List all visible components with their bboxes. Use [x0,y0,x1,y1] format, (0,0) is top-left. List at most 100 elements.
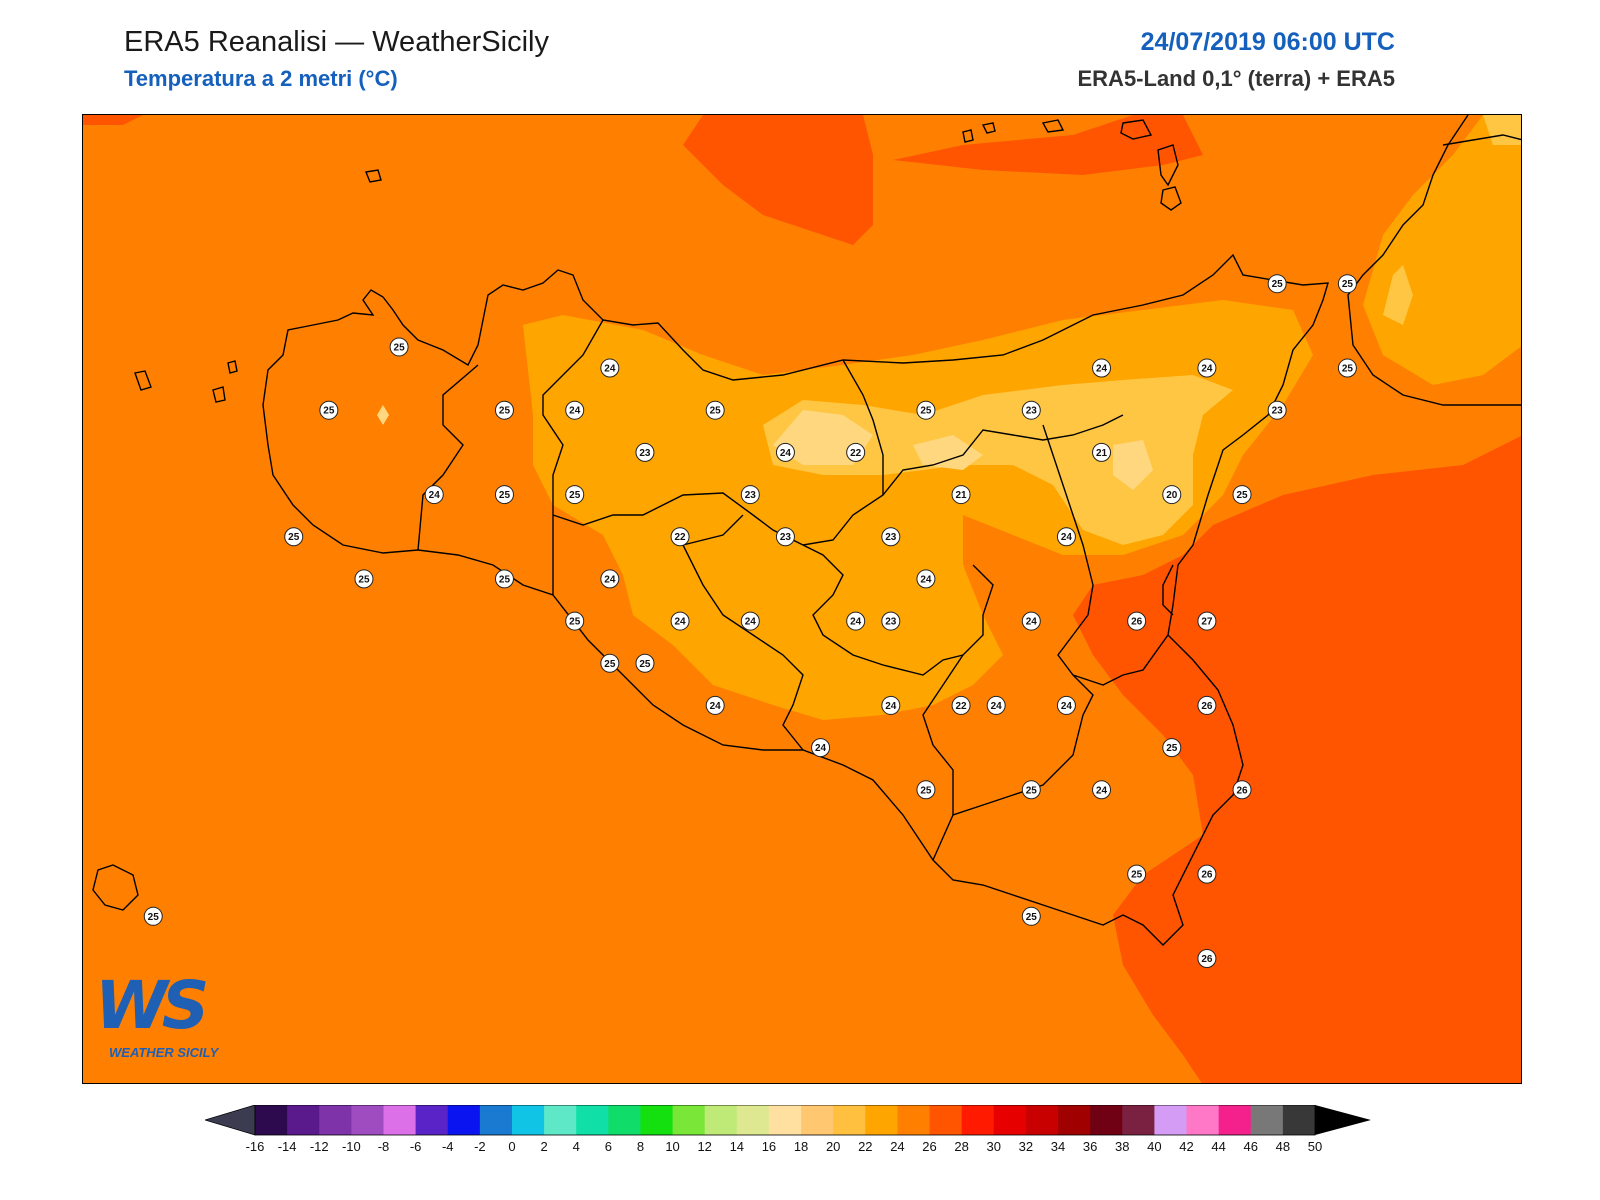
station-value: 24 [710,701,722,712]
station-marker: 24 [916,569,936,589]
station-value: 26 [1131,617,1143,628]
station-value: 25 [710,406,722,417]
field-26-28-nw [83,115,143,125]
station-value: 23 [745,490,757,501]
station-value: 24 [1096,785,1108,796]
station-marker: 23 [1267,400,1287,420]
colorbar-swatch [576,1105,609,1135]
logo-mark: WS [95,967,209,1044]
province-border-6 [882,414,1124,496]
station-value: 25 [499,574,511,585]
station-dot [740,485,760,505]
colorbar-swatch [351,1105,384,1135]
colorbar-tick-label: 2 [540,1139,547,1154]
station-marker: 24 [775,442,795,462]
station-dot [1337,358,1357,378]
station-marker: 24 [846,611,866,631]
station-marker: 24 [1056,695,1076,715]
station-dot [424,485,444,505]
station-value: 20 [1166,490,1178,501]
colorbar-swatch [640,1105,674,1135]
province-border-5 [802,544,994,676]
colorbar-swatch [447,1105,481,1135]
colorbar-tick-label: 18 [794,1139,808,1154]
egadi-island-3 [227,360,238,374]
station-marker: 24 [1197,358,1217,378]
station-dot [1197,948,1217,968]
station-value: 25 [323,406,335,417]
colorbar-swatch [608,1105,641,1135]
station-value: 25 [288,532,300,543]
station-marker: 24 [1021,611,1041,631]
station-dot [494,400,514,420]
station-dot [143,906,163,926]
colorbar-frame [254,1104,1316,1136]
station-marker: 23 [881,611,901,631]
station-dot [1232,780,1252,800]
station-dot [951,695,971,715]
station-marker: 21 [1092,442,1112,462]
colorbar-swatch [1090,1105,1123,1135]
colorbar-tick-label: 24 [890,1139,904,1154]
colorbar-tick-label: 44 [1211,1139,1225,1154]
station-marker: 24 [670,611,690,631]
colorbar-swatch [897,1105,931,1135]
station-value: 24 [569,406,581,417]
station-dot [775,442,795,462]
station-dot [1127,864,1147,884]
colorbar-tick-label: 14 [730,1139,744,1154]
station-value: 24 [815,743,827,754]
field-18-20-core-3 [1113,440,1153,490]
aeolian-island-5 [1157,144,1179,187]
station-value: 24 [1096,364,1108,375]
station-marker: 25 [284,527,304,547]
station-value: 25 [1166,743,1178,754]
station-dot [846,611,866,631]
colorbar-swatch [929,1105,963,1135]
station-value: 24 [1061,532,1073,543]
station-value: 24 [604,574,616,585]
colorbar-swatch [319,1105,352,1135]
station-dot [1337,274,1357,294]
station-dot [600,569,620,589]
station-value: 24 [1061,701,1073,712]
station-dot [1197,611,1217,631]
station-marker: 24 [740,611,760,631]
field-18-20-core-2 [913,435,983,470]
colorbar-tick-label: 8 [637,1139,644,1154]
station-value: 27 [1201,617,1213,628]
station-value: 25 [920,785,932,796]
egadi-island-1 [134,370,152,391]
colorbar-swatch [544,1105,577,1135]
station-dot [1197,358,1217,378]
station-value: 25 [920,406,932,417]
station-dot [670,527,690,547]
map-title: ERA5 Reanalisi — WeatherSicily [124,26,549,58]
station-dot [354,569,374,589]
station-dot [1021,611,1041,631]
colorbar-tick-label: -4 [442,1139,454,1154]
aeolian-island-4 [1120,119,1153,140]
colorbar-tick-label: 0 [508,1139,515,1154]
station-marker: 26 [1127,611,1147,631]
station-dot [986,695,1006,715]
station-marker: 23 [740,485,760,505]
colorbar-tick-label: 34 [1051,1139,1065,1154]
colorbar-tick-label: 36 [1083,1139,1097,1154]
logo-text: WEATHER SICILY [109,1045,219,1060]
station-value: 25 [499,406,511,417]
station-marker: 24 [565,400,585,420]
station-marker: 23 [635,442,655,462]
colorbar-tick-label: 50 [1308,1139,1322,1154]
station-value: 21 [1096,448,1108,459]
station-marker: 21 [951,485,971,505]
station-dot [1021,906,1041,926]
colorbar-tick-label: 46 [1244,1139,1258,1154]
station-dot [705,400,725,420]
egadi-island-2 [212,386,226,403]
station-value: 25 [358,574,370,585]
field-18-20-dot [377,405,389,425]
map-subtitle: Temperatura a 2 metri (°C) [124,66,398,91]
station-value: 21 [955,490,967,501]
station-value: 24 [745,617,757,628]
